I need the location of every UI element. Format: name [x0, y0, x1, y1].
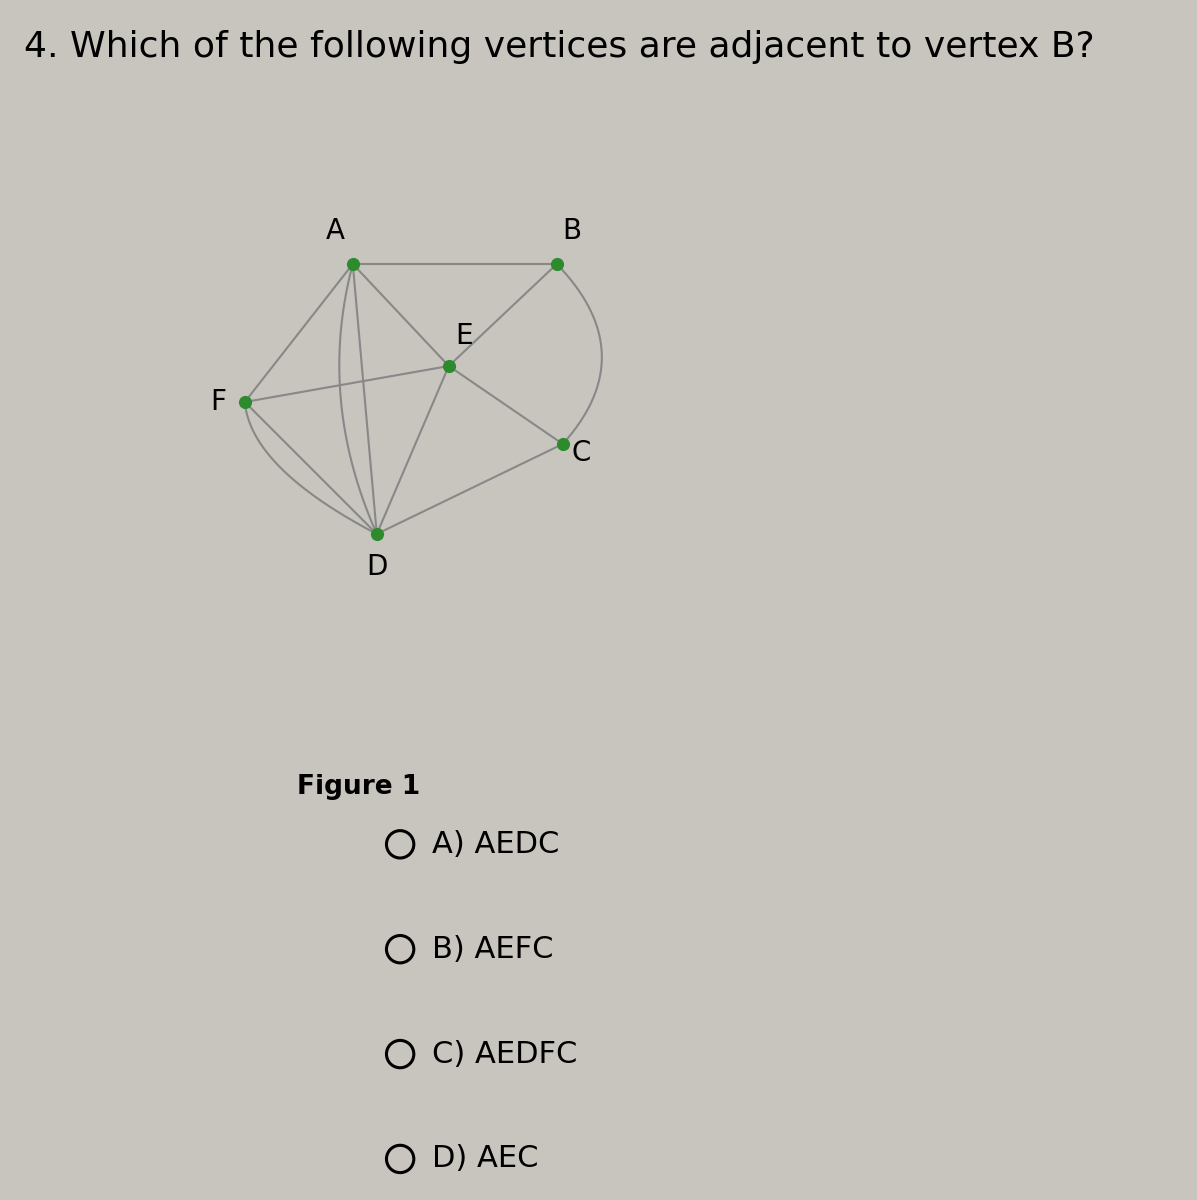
Point	[344, 254, 363, 274]
Point	[235, 392, 254, 412]
Point	[367, 524, 387, 544]
Text: B) AEFC: B) AEFC	[432, 935, 553, 964]
Text: B: B	[563, 217, 582, 245]
Text: F: F	[209, 388, 226, 416]
Text: A) AEDC: A) AEDC	[432, 830, 559, 859]
Point	[547, 254, 566, 274]
Text: D: D	[366, 553, 388, 581]
Text: C) AEDFC: C) AEDFC	[432, 1039, 577, 1068]
Text: D) AEC: D) AEC	[432, 1145, 539, 1174]
Text: Figure 1: Figure 1	[298, 774, 420, 800]
Point	[439, 356, 458, 376]
Text: E: E	[455, 322, 473, 350]
Text: A: A	[326, 217, 345, 245]
Point	[553, 434, 572, 454]
Text: C: C	[571, 439, 590, 467]
Text: 4. Which of the following vertices are adjacent to vertex B?: 4. Which of the following vertices are a…	[24, 30, 1094, 64]
